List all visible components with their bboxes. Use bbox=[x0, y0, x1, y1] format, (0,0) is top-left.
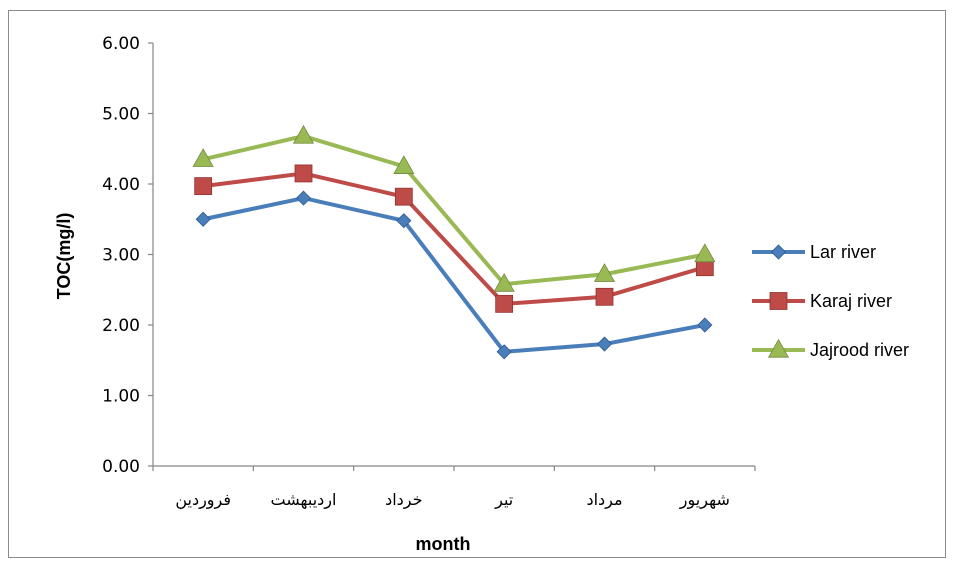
legend-label: Karaj river bbox=[810, 291, 892, 311]
data-point bbox=[192, 148, 214, 167]
legend-item: Lar river bbox=[752, 242, 876, 262]
data-point bbox=[295, 190, 312, 206]
data-point bbox=[495, 294, 514, 313]
series-line bbox=[202, 196, 706, 354]
y-tick-label: 0.00 bbox=[102, 457, 140, 477]
x-tick-label: خرداد bbox=[385, 490, 422, 510]
data-point bbox=[194, 177, 213, 196]
data-point bbox=[595, 287, 614, 306]
y-tick-label: 4.00 bbox=[102, 175, 140, 195]
y-tick-label: 5.00 bbox=[102, 105, 140, 125]
data-point bbox=[195, 211, 211, 227]
legend-label: Jajrood river bbox=[810, 340, 909, 360]
data-point bbox=[596, 336, 613, 352]
legend-label: Lar river bbox=[810, 242, 876, 262]
y-tick-label: 6.00 bbox=[102, 34, 140, 54]
legend: Lar river Karaj river Jajrood river bbox=[752, 242, 909, 360]
data-point bbox=[593, 263, 616, 282]
x-tick-label: شهریور bbox=[679, 490, 730, 510]
chart-frame bbox=[8, 10, 946, 558]
series-group bbox=[192, 124, 716, 360]
legend-item: Jajrood river bbox=[752, 338, 909, 360]
x-tick-label: فروردین bbox=[175, 490, 231, 510]
data-point bbox=[694, 243, 716, 263]
data-point bbox=[292, 124, 315, 144]
data-point bbox=[697, 317, 713, 333]
y-axis-title: TOC(mg/l) bbox=[54, 213, 74, 300]
legend-item: Karaj river bbox=[752, 291, 892, 311]
y-tick-labels: 0.00 1.00 2.00 3.00 4.00 5.00 6.00 bbox=[102, 34, 140, 477]
axes bbox=[148, 42, 756, 471]
data-point bbox=[496, 344, 512, 360]
y-tick-label: 3.00 bbox=[102, 246, 140, 266]
data-point bbox=[769, 292, 788, 310]
data-point bbox=[294, 164, 313, 183]
data-point bbox=[770, 244, 787, 260]
data-point bbox=[394, 187, 413, 206]
x-tick-label: مرداد bbox=[586, 490, 622, 510]
series-line bbox=[202, 171, 706, 306]
y-tick-label: 2.00 bbox=[102, 316, 140, 336]
data-point bbox=[767, 338, 790, 358]
data-point bbox=[393, 155, 415, 174]
series-line bbox=[202, 134, 706, 287]
x-axis-title: month bbox=[416, 534, 471, 554]
data-point bbox=[493, 272, 515, 292]
y-tick-label: 1.00 bbox=[102, 387, 140, 407]
series-karaj-river bbox=[194, 164, 714, 313]
x-tick-label: تیر bbox=[494, 490, 513, 510]
x-tick-label: اردیبهشت bbox=[271, 490, 337, 510]
data-point bbox=[396, 213, 412, 229]
series-jajrood-river bbox=[192, 124, 716, 292]
x-tick-labels: فروردین اردیبهشت خرداد تیر مرداد شهریور bbox=[175, 490, 730, 510]
series-lar-river bbox=[195, 190, 713, 360]
